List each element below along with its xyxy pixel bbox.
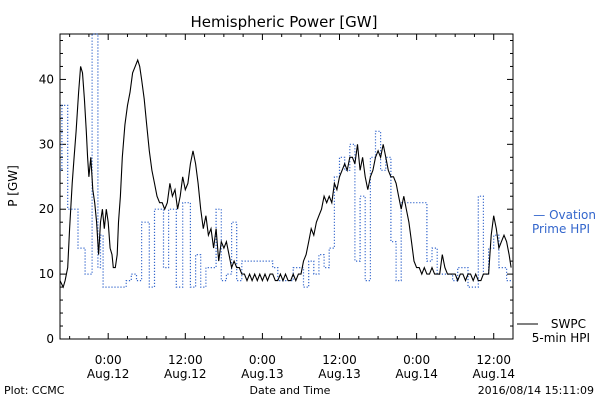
legend-ovation-line1: — Ovation [533,208,596,222]
y-tick-label: 40 [39,72,54,86]
y-axis-label: P [GW] [6,165,20,207]
chart-title: Hemispheric Power [GW] [191,13,378,31]
legend-swpc-line1: SWPC [551,317,586,331]
plot-frame [59,33,514,340]
x-tick-label-time: 0:00 [249,353,276,367]
x-tick-label-time: 12:00 [476,353,511,367]
x-tick-label-date: Aug.13 [241,367,284,381]
plot-credit: Plot: CCMC [4,384,65,397]
x-tick-label-time: 0:00 [95,353,122,367]
y-tick-label: 0 [46,332,54,346]
plot-timestamp: 2016/08/14 15:11:09 [478,384,594,397]
x-tick-label-time: 0:00 [403,353,430,367]
x-tick-label-date: Aug.12 [87,367,130,381]
x-axis-label: Date and Time [250,384,331,397]
x-tick-label-date: Aug.12 [164,367,207,381]
x-tick-label-date: Aug.13 [318,367,361,381]
series-line-swpc [59,58,512,289]
x-axis-ticks: 0:00Aug.1212:00Aug.120:00Aug.1312:00Aug.… [69,34,515,381]
y-tick-label: 30 [39,137,54,151]
legend: — Ovation Prime HPI SWPC 5-min HPI [517,208,596,345]
x-tick-label-time: 12:00 [322,353,357,367]
x-tick-label-time: 12:00 [168,353,203,367]
y-axis-ticks: 0 10 20 30 40 [39,39,513,346]
x-tick-label-date: Aug.14 [395,367,438,381]
y-tick-label: 10 [39,267,54,281]
legend-swpc-line2: 5-min HPI [532,331,590,345]
legend-ovation-line2: Prime HPI [532,222,590,236]
x-tick-label-date: Aug.14 [472,367,515,381]
series-layer [59,33,512,289]
y-tick-label: 20 [39,202,54,216]
